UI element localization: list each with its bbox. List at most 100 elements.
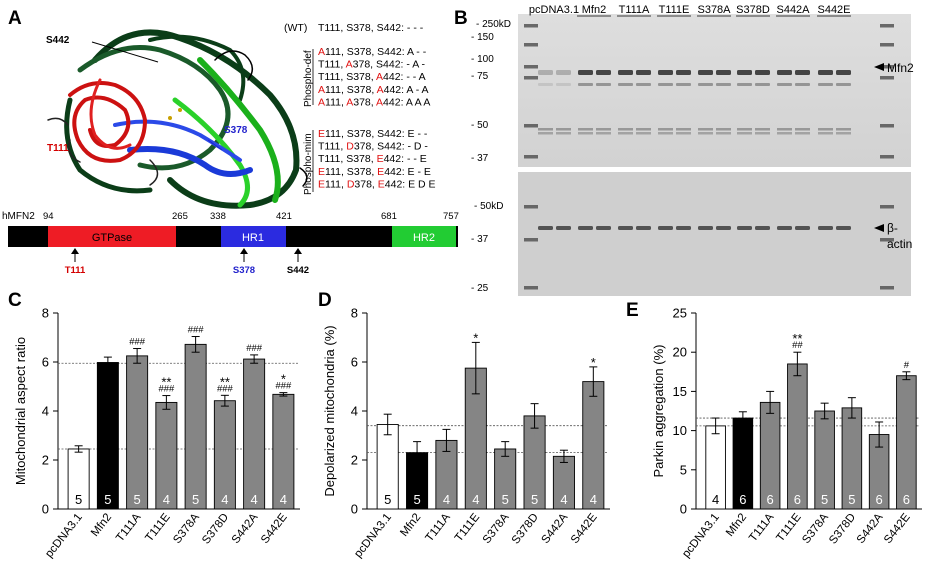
y-tick-label: 0 <box>351 502 358 517</box>
x-tick-label: S378D <box>510 511 541 546</box>
n-label: 4 <box>590 492 597 507</box>
band-label-actin-2: actin <box>887 237 912 251</box>
structure-label-t111: T111 <box>47 143 69 154</box>
n-label: 4 <box>560 492 567 507</box>
phospho-mim-row-4: E111, S378, E442: E - E <box>318 166 431 178</box>
phospho-mim-row-3: T111, S378, E442: - - E <box>318 153 427 165</box>
y-axis-label: Parkin aggregation (%) <box>651 345 666 478</box>
lane-label-s378d: S378D <box>736 4 770 16</box>
lane-label-pcdna31: pcDNA3.1 <box>529 4 579 16</box>
significance-hash: ### <box>158 384 175 395</box>
n-label: 4 <box>472 492 479 507</box>
y-tick-label: 15 <box>673 384 687 399</box>
n-label: 6 <box>903 492 910 507</box>
x-tick-label: S442E <box>882 511 913 546</box>
phospho-def-row-1: A111, S378, S442: A - - <box>318 46 427 58</box>
significance-star: ** <box>161 375 171 390</box>
n-label: 5 <box>848 492 855 507</box>
mfn2-structure-illustration <box>47 29 308 209</box>
y-tick-label: 0 <box>42 502 49 517</box>
panel-c-label: C <box>8 290 22 311</box>
x-tick-label: pcDNA3.1 <box>43 511 85 560</box>
y-tick-label: 10 <box>673 423 687 438</box>
x-tick-label: S442E <box>259 511 290 546</box>
site-label-s442: S442 <box>287 265 309 276</box>
mutant-list: A111, S378, S442: A - -T111, A378, S442:… <box>318 46 436 190</box>
significance-hash: ### <box>246 343 263 354</box>
chart-d: D 0 2 4 6 8 Depolarized mitochondria (%) 5 pcDNA… <box>318 290 610 560</box>
phospho-def-row-2: T111, A378, S442: - A - <box>318 59 426 71</box>
domain-gtpase <box>48 226 176 247</box>
significance-hash: ### <box>188 325 205 336</box>
mw-bottom-37: - 37 <box>471 234 489 245</box>
bar-s378a <box>184 343 207 510</box>
y-tick-label: 6 <box>42 355 49 370</box>
site-marker-s442: S442 <box>287 248 309 276</box>
n-label: 5 <box>413 492 420 507</box>
phospho-def-row-5: A111, A378, A442: A A A <box>318 96 430 108</box>
wt-text: T111, S378, S442: - - - <box>318 22 424 34</box>
site-label-s378: S378 <box>233 265 255 276</box>
significance-hash: ### <box>217 383 234 394</box>
chart-e: E 0 5 10 15 20 25 Parkin aggregation (%) 4 pcDNA3… <box>626 300 922 560</box>
x-tick-label: T111E <box>143 511 172 544</box>
domain-map: hMFN2 94 265 338 421 681 757 GTPase HR1 … <box>2 211 459 276</box>
band-label-actin-1: β- <box>887 221 898 235</box>
domain-label-hr2: HR2 <box>413 232 435 244</box>
phospho-def-row-3: T111, S378, A442: - - A <box>318 71 426 83</box>
n-label: 6 <box>876 492 883 507</box>
phospho-mim-row-5: E111, D378, E442: E D E <box>318 178 436 190</box>
significance-hash: ## <box>792 340 803 351</box>
domain-hr2 <box>392 226 456 247</box>
position-265: 265 <box>172 211 188 222</box>
x-tick-label: S442A <box>540 511 571 546</box>
x-tick-label: S378A <box>481 511 512 546</box>
lane-label-mfn2: Mfn2 <box>582 4 606 16</box>
panel-e-label: E <box>626 300 639 321</box>
significance-star: * <box>281 372 286 387</box>
blot-mfn2-membrane <box>518 14 911 167</box>
site-label-t111: T111 <box>65 265 86 276</box>
x-tick-label: S442A <box>855 511 886 546</box>
y-tick-label: 5 <box>680 462 687 477</box>
chart-c: C 0 2 4 6 8 Mitochondrial aspect ratio 5 pcDNA3.… <box>8 290 300 560</box>
mw-top-50: - 50 <box>471 120 489 131</box>
significance-hash: # <box>904 360 910 371</box>
x-tick-label: T111A <box>747 511 776 544</box>
x-tick-label: S378A <box>171 511 202 546</box>
x-tick-label: S378D <box>827 511 858 546</box>
structure-label-s378: S378 <box>224 125 248 136</box>
y-tick-label: 2 <box>351 453 358 468</box>
x-tick-label: S378A <box>800 511 831 546</box>
protein-name: hMFN2 <box>2 211 35 222</box>
n-label: 4 <box>443 492 450 507</box>
mw-top-150: - 150 <box>471 32 494 43</box>
y-tick-label: 6 <box>351 355 358 370</box>
n-label: 5 <box>75 492 82 507</box>
lane-labels: pcDNA3.1 Mfn2 T111A T111E S378A S378D S442A S44… <box>529 4 851 17</box>
n-label: 6 <box>767 492 774 507</box>
y-axis-label: Depolarized mitochondria (%) <box>322 325 337 496</box>
panel-d-label: D <box>318 290 332 311</box>
n-label: 4 <box>221 492 228 507</box>
y-tick-label: 0 <box>680 502 687 517</box>
panel-b: B pcDNA3.1 Mfn2 T111A T111E S378A S378D S442A S… <box>454 4 914 296</box>
significance-star: ** <box>220 374 230 389</box>
bar-t111a <box>126 355 149 510</box>
y-tick-label: 8 <box>351 306 358 321</box>
x-tick-label: Mfn2 <box>724 511 749 539</box>
n-label: 6 <box>739 492 746 507</box>
x-tick-label: S442E <box>569 511 600 546</box>
position-421: 421 <box>276 211 292 222</box>
y-tick-label: 25 <box>673 306 687 321</box>
n-label: 6 <box>794 492 801 507</box>
lane-label-t111a: T111A <box>619 4 650 16</box>
y-tick-label: 20 <box>673 345 687 360</box>
n-label: 5 <box>134 492 141 507</box>
site-marker-t111: T111 <box>65 248 86 276</box>
actin-band-arrow <box>874 224 884 232</box>
x-tick-label: S442A <box>230 511 261 546</box>
n-label: 5 <box>384 492 391 507</box>
phospho-def-row-4: A111, S378, A442: A - A <box>318 84 429 96</box>
